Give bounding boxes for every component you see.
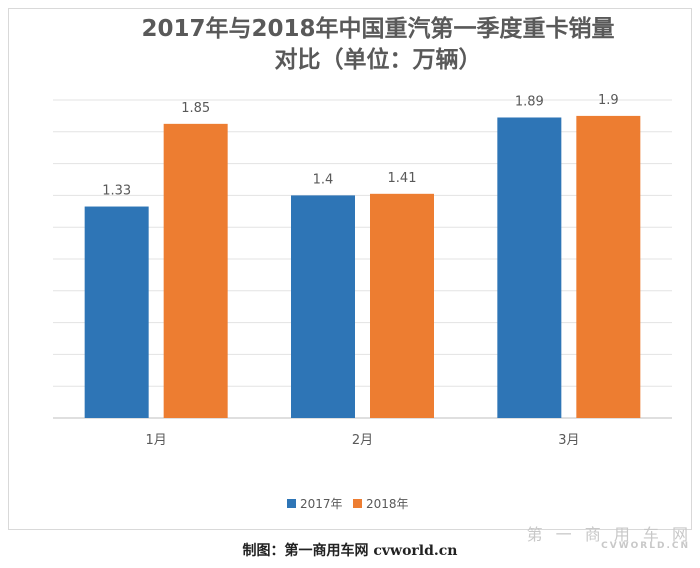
gridlines: [53, 99, 672, 419]
x-tick-3月: 3月: [558, 433, 579, 448]
legend: 2017年 2018年: [287, 497, 409, 511]
data-label-2017年-3月: 1.89: [515, 94, 544, 109]
data-label-2018年-2月: 1.41: [388, 171, 417, 186]
data-label-2017年-2月: 1.4: [313, 172, 334, 187]
credit-caption: 制图：第一商用车网 cvworld.cn: [242, 543, 458, 559]
watermark-logo: 第 一 商 用 车 网: [526, 525, 692, 544]
data-label-2018年-1月: 1.85: [181, 101, 210, 116]
bar-2017年-2月: [291, 195, 355, 418]
chart-title: 2017年与2018年中国重汽第一季度重卡销量: [141, 15, 614, 42]
legend-swatch-2017: [287, 499, 296, 508]
legend-label-2017: 2017年: [300, 497, 343, 511]
bar-2018年-2月: [370, 193, 434, 418]
watermark-logo-sub: CVWORLD.CN: [601, 541, 690, 551]
x-tick-1月: 1月: [146, 433, 167, 448]
bar-2017年-1月: [84, 206, 149, 418]
x-tick-2月: 2月: [352, 433, 373, 448]
legend-label-2018: 2018年: [366, 497, 409, 511]
data-label-2018年-3月: 1.9: [598, 93, 619, 108]
bar-2018年-1月: [163, 123, 228, 418]
data-labels: 1.33 1.85 1.4 1.41 1.89 1.9: [102, 93, 618, 199]
data-label-2017年-1月: 1.33: [102, 184, 131, 199]
chart-subtitle: 对比（单位：万辆）: [275, 46, 482, 73]
bar-2017年-3月: [497, 117, 562, 419]
bar-2018年-3月: [576, 115, 641, 419]
x-axis-ticks: 1月 2月 3月: [146, 433, 580, 448]
bars: [84, 115, 641, 419]
legend-swatch-2018: [353, 499, 362, 508]
